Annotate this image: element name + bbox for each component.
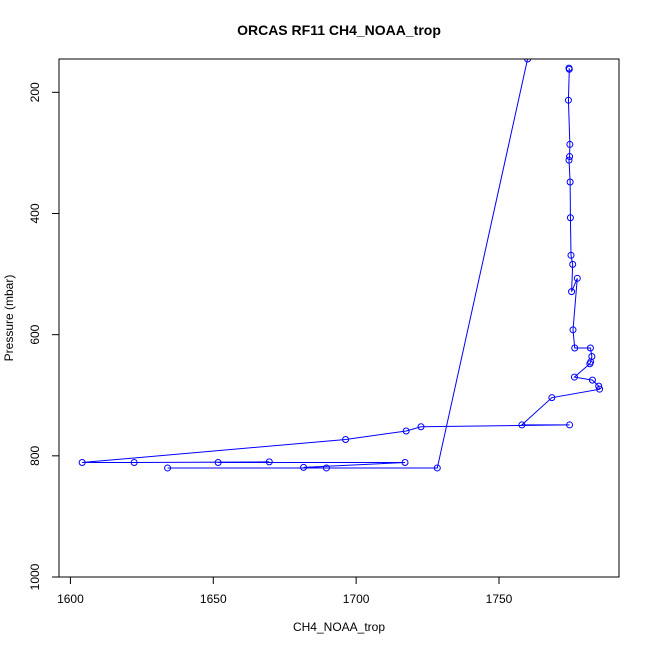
- data-point: [322, 464, 330, 472]
- data-point: [78, 458, 86, 466]
- data-point: [566, 214, 574, 222]
- data-point: [573, 274, 581, 282]
- data-point: [342, 435, 350, 443]
- data-point: [565, 65, 573, 73]
- y-tick-label: 800: [28, 445, 42, 465]
- data-point: [524, 59, 532, 63]
- data-point: [586, 360, 594, 368]
- data-point: [586, 344, 594, 352]
- data-point: [402, 427, 410, 435]
- y-tick-label: 1000: [28, 563, 42, 590]
- data-point: [130, 458, 138, 466]
- data-point: [566, 178, 574, 186]
- data-point: [565, 156, 573, 164]
- data-point: [569, 326, 577, 334]
- series-layer: [78, 59, 604, 472]
- data-point: [571, 344, 579, 352]
- data-point: [564, 96, 572, 104]
- chart-title: ORCAS RF11 CH4_NOAA_trop: [237, 22, 441, 38]
- data-point: [566, 421, 574, 429]
- y-tick-label: 600: [28, 324, 42, 344]
- data-point: [265, 458, 273, 466]
- y-tick-label: 400: [28, 203, 42, 223]
- y-tick-label: 200: [28, 82, 42, 102]
- data-point: [214, 458, 222, 466]
- data-point: [595, 382, 603, 390]
- series-group: [78, 59, 604, 472]
- data-point: [548, 394, 556, 402]
- x-tick-label: 1700: [343, 592, 370, 606]
- data-point: [300, 463, 308, 471]
- data-point: [417, 423, 425, 431]
- series-line: [82, 59, 601, 469]
- data-point: [596, 385, 604, 393]
- data-point: [401, 458, 409, 466]
- x-axis-label: CH4_NOAA_trop: [293, 620, 385, 634]
- x-tick-label: 1600: [57, 592, 84, 606]
- data-point: [433, 464, 441, 472]
- data-point: [566, 140, 574, 148]
- x-tick-label: 1750: [486, 592, 513, 606]
- plot-frame: [58, 58, 620, 578]
- data-point: [566, 153, 574, 161]
- data-point: [567, 251, 575, 259]
- x-tick-label: 1650: [200, 592, 227, 606]
- data-point: [569, 260, 577, 268]
- data-point: [570, 373, 578, 381]
- data-point: [518, 421, 526, 429]
- data-point: [588, 376, 596, 384]
- data-point: [568, 288, 576, 296]
- y-axis-label: Pressure (mbar): [2, 275, 16, 362]
- data-point: [164, 464, 172, 472]
